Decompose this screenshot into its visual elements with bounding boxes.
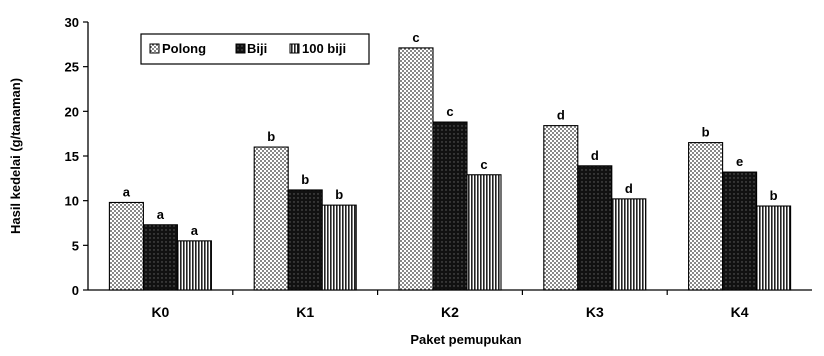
y-tick-label: 30 bbox=[65, 15, 79, 30]
data-label: c bbox=[480, 157, 487, 172]
bar-polong-k1 bbox=[253, 146, 289, 291]
bar-100-biji-k2 bbox=[466, 174, 502, 291]
legend-swatch bbox=[289, 43, 300, 54]
legend-label: Polong bbox=[162, 41, 206, 56]
y-tick-label: 10 bbox=[65, 194, 79, 209]
bar-100-biji-k1 bbox=[321, 204, 357, 291]
bar-polong-k2 bbox=[398, 47, 434, 291]
legend-swatch bbox=[149, 43, 160, 54]
data-label: b bbox=[702, 125, 710, 140]
x-tick-label: K2 bbox=[441, 304, 459, 320]
x-tick-label: K3 bbox=[586, 304, 604, 320]
data-label: d bbox=[557, 108, 565, 123]
bar-biji-k4 bbox=[722, 171, 758, 291]
data-label: b bbox=[770, 188, 778, 203]
y-axis-title: Hasil kedelai (g/tanaman) bbox=[8, 78, 23, 234]
data-label: d bbox=[625, 181, 633, 196]
y-tick-label: 15 bbox=[65, 149, 79, 164]
data-label: c bbox=[446, 104, 453, 119]
data-label: a bbox=[191, 223, 199, 238]
bar-100-biji-k4 bbox=[756, 205, 792, 291]
y-tick-label: 25 bbox=[65, 60, 79, 75]
bar-biji-k3 bbox=[577, 165, 613, 291]
bar-100-biji-k3 bbox=[611, 198, 647, 291]
legend-box bbox=[140, 33, 370, 65]
y-tick-label: 5 bbox=[72, 238, 79, 253]
data-label: c bbox=[412, 30, 419, 45]
bar-polong-k4 bbox=[688, 142, 724, 291]
x-tick-label: K1 bbox=[296, 304, 314, 320]
data-label: b bbox=[335, 187, 343, 202]
y-tick-label: 0 bbox=[72, 283, 79, 298]
bar-100-biji-k0 bbox=[176, 240, 212, 291]
legend: Polong Biji 100 biji bbox=[140, 33, 370, 65]
legend-label: 100 biji bbox=[302, 41, 346, 56]
bar-polong-k0 bbox=[108, 201, 144, 291]
bar-polong-k3 bbox=[543, 125, 579, 291]
data-label: b bbox=[267, 129, 275, 144]
data-label: b bbox=[301, 172, 309, 187]
data-label: e bbox=[736, 154, 743, 169]
legend-label: Biji bbox=[247, 41, 267, 56]
x-axis-title: Paket pemupukan bbox=[410, 332, 521, 347]
data-label: a bbox=[157, 207, 165, 222]
data-label: a bbox=[123, 184, 131, 199]
x-tick-label: K4 bbox=[731, 304, 749, 320]
y-tick-label: 20 bbox=[65, 104, 79, 119]
legend-swatch bbox=[235, 43, 246, 54]
bar-biji-k1 bbox=[287, 189, 323, 291]
bar-biji-k0 bbox=[142, 224, 178, 291]
bar-biji-k2 bbox=[432, 121, 468, 291]
x-tick-label: K0 bbox=[151, 304, 169, 320]
data-label: d bbox=[591, 148, 599, 163]
